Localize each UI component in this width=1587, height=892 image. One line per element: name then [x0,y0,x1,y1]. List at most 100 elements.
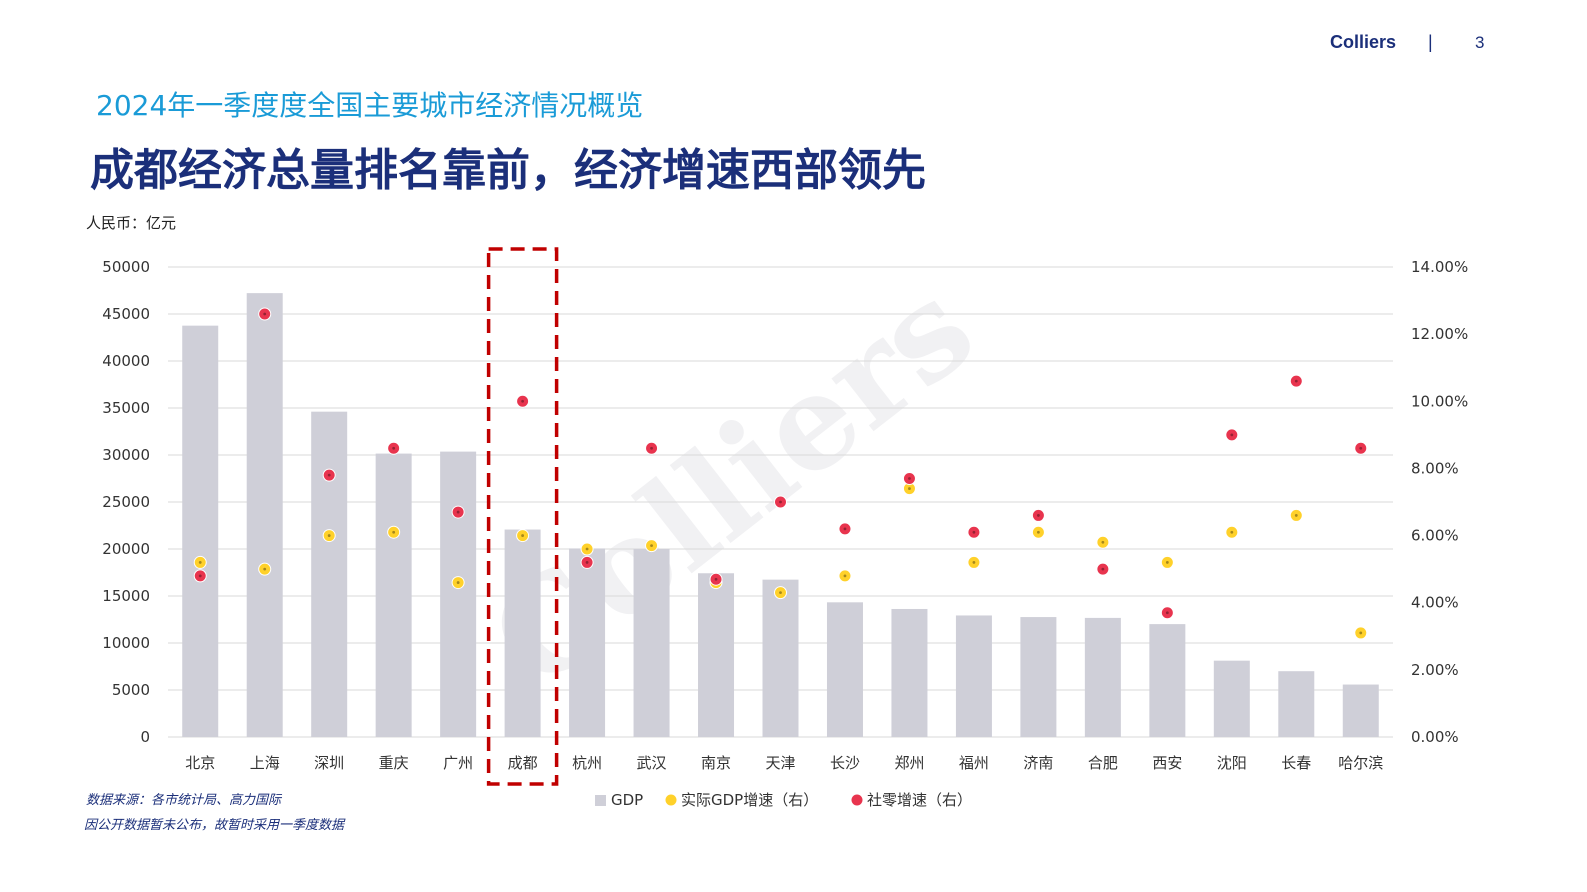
axis-labels: 0 5000 10000 15000 20000 25000 30000 35000 40000… [102,258,1468,772]
gdp-growth-point [1354,626,1368,640]
gdp-growth-point-center [1359,631,1363,635]
gdp-growth-point [387,525,401,539]
slide-title: 成都经济总量排名靠前，经济增速西部领先 [90,145,926,196]
y-left-tick-label: 20000 [102,540,150,558]
gdp-growth-point-center [521,534,525,537]
retail-growth-point-marker [1096,562,1110,576]
retail-growth-point-marker [967,525,981,539]
retail-growth-point-marker [451,505,465,519]
retail-growth-point [838,522,852,536]
gdp-bar [1213,660,1250,737]
retail-growth-point [1289,374,1303,388]
gdp-bar [246,293,283,737]
y-right-tick-label: 0.00% [1411,728,1459,746]
gdp-growth-point-center [585,547,589,551]
gdp-growth-point-center [972,561,976,564]
retail-growth-point [516,394,530,408]
gdp-bar [1342,684,1379,737]
x-category-label: 沈阳 [1217,754,1247,772]
gdp-bars [182,293,1379,737]
gdp-growth-point [1096,535,1110,549]
gdp-bar [891,608,928,737]
retail-growth-point-center [1359,446,1363,450]
retail-growth-point [1354,441,1368,455]
gdp-growth-point-center [392,530,396,534]
y-right-tick-label: 6.00% [1411,527,1459,545]
y-left-tick-label: 50000 [102,258,150,276]
x-category-label: 杭州 [572,754,602,772]
retail-growth-point [322,468,336,482]
gdp-bar [440,451,477,737]
legend-retail-growth-swatch [851,794,863,806]
gdp-growth-point [774,586,787,600]
x-category-label: 福州 [959,754,989,772]
gdp-growth-point [258,562,272,576]
retail-growth-point-marker [1031,508,1045,522]
gdp-growth-point-center [198,561,202,564]
y-right-tick-label: 8.00% [1411,459,1459,477]
gdp-growth-point-marker [580,542,594,556]
gdp-bar [955,615,992,737]
gdp-bar [1020,617,1057,737]
legend-gdp-swatch [595,795,606,806]
y-left-tick-label: 40000 [102,352,150,370]
gdp-growth-point [580,542,594,556]
retail-growth-point-center [392,446,396,450]
gdp-growth-point-center [1036,530,1040,534]
gdp-growth-point-center [1165,561,1169,564]
x-category-label: 广州 [443,754,473,772]
retail-growth-point-marker [193,569,207,583]
gdp-growth-point-marker [451,576,465,590]
gdp-growth-point-marker [1096,535,1110,549]
gdp-growth-point-center [456,581,460,584]
gdp-growth-point-marker [838,569,852,583]
gdp-growth-point-center [1294,514,1298,517]
retail-growth-point-marker [645,441,659,455]
x-category-label: 合肥 [1088,754,1118,772]
gdp-growth-point-marker [193,555,207,569]
y-right-tick-label: 14.00% [1411,258,1468,276]
gdp-growth-point-center [1230,530,1234,534]
y-right-tick-label: 4.00% [1411,594,1459,612]
gdp-bar [1084,617,1121,737]
x-category-label: 深圳 [314,754,344,772]
retail-growth-point [967,525,981,539]
y-left-tick-label: 0 [140,728,150,746]
retail-growth-point-center [585,561,589,564]
retail-growth-point-center [779,500,782,504]
gdp-growth-point-marker [258,562,272,576]
gdp-growth-point [451,576,465,590]
gdp-bar [762,579,799,737]
slide-subtitle: 2024年一季度度全国主要城市经济情况概览 [96,89,644,122]
legend-retail-growth-label: 社零增速（右） [867,791,972,809]
gdp-growth-point-marker [967,555,981,569]
gdp-growth-point [838,569,852,583]
retail-growth-point-marker [1354,441,1368,455]
gdp-growth-point-marker [1354,626,1368,640]
retail-growth-point [774,495,787,509]
gdp-growth-point-marker [774,586,787,600]
x-category-label: 北京 [185,754,215,772]
retail-growth-point-marker [902,472,916,485]
retail-growth-point-center [1036,514,1040,517]
gdp-growth-point [193,555,207,569]
data-note: 因公开数据暂未公布，故暂时采用一季度数据 [84,818,345,833]
gdp-bar [569,548,606,737]
retail-growth-point-center [650,446,653,450]
x-category-label: 重庆 [379,754,409,772]
gdp-bar [504,529,541,737]
retail-growth-point-center [327,473,331,477]
y-left-tick-label: 35000 [102,399,150,417]
gdp-growth-point-center [908,487,911,490]
gdp-growth-point [645,539,659,553]
retail-growth-point-marker [838,522,852,536]
retail-growth-point [387,441,401,455]
retail-growth-point-marker [387,441,401,455]
chengdu-highlight-box [486,247,559,786]
legend-gdp-growth-label: 实际GDP增速（右） [681,791,818,809]
page-number: 3 [1475,33,1485,52]
retail-growth-point-center [521,399,525,403]
header-divider: | [1428,32,1433,52]
retail-growth-point-center [263,312,267,316]
